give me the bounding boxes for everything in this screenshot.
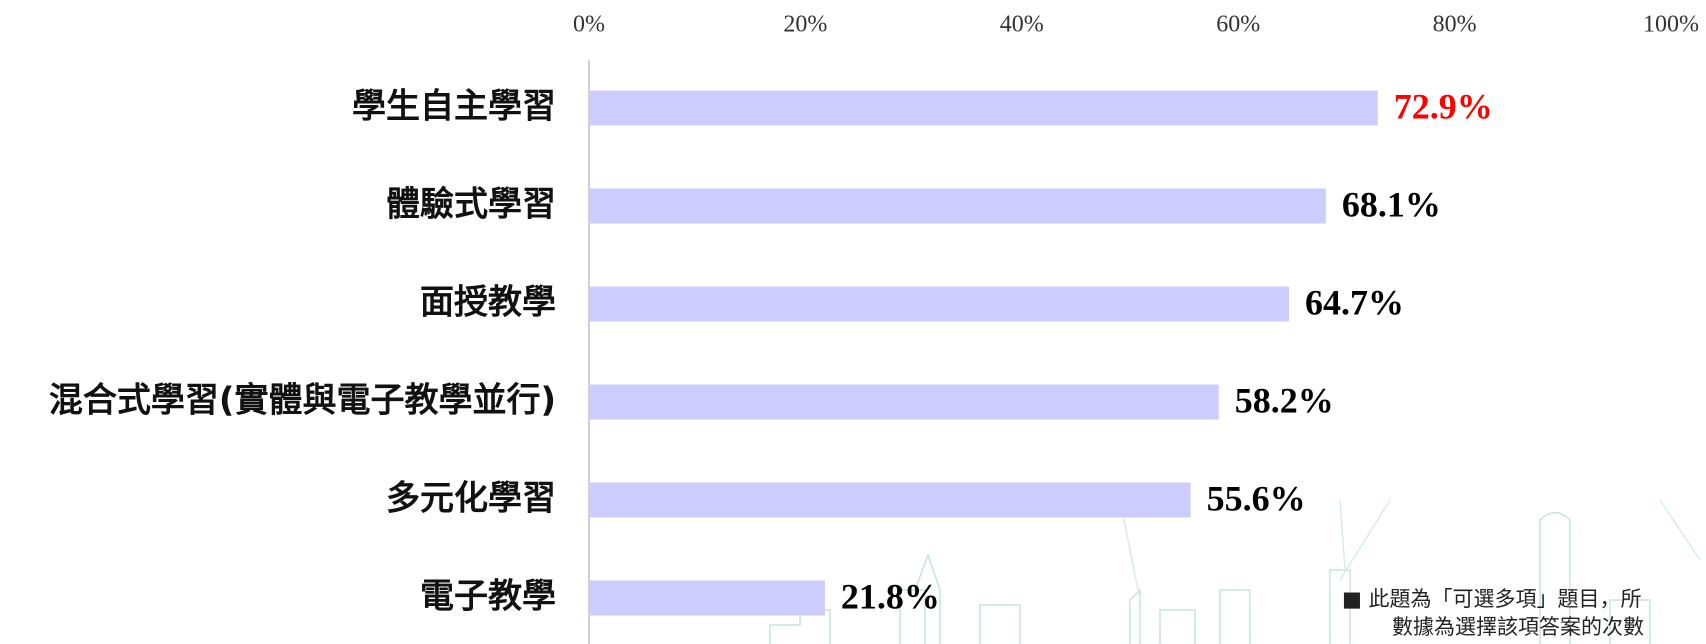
value-label: 68.1% [1342,184,1441,224]
x-tick-label: 40% [1000,12,1044,38]
value-label: 72.9% [1394,86,1493,126]
bar [589,91,1378,126]
x-tick-label: 20% [783,12,827,38]
category-label: 體驗式學習 [386,185,556,225]
bar [589,189,1326,224]
category-label: 多元化學習 [386,479,556,519]
bar [589,581,825,616]
bar [589,287,1289,322]
value-label: 64.7% [1305,282,1404,322]
footnote-line: ■ 此題為「可選多項」題目，所 [1342,587,1642,611]
footnote-line: 數據為選擇該項答案的次數 [1392,615,1644,639]
category-label: 學生自主學習 [352,87,556,127]
x-tick-label: 60% [1216,12,1260,38]
category-label: 電子教學 [420,577,556,617]
x-tick-label: 0% [573,12,605,38]
value-label: 58.2% [1235,380,1334,420]
category-label: 混合式學習(實體與電子教學並行) [49,381,556,421]
chart: ■ 此題為「可選多項」題目，所 數據為選擇該項答案的次數 0% 20% 40% 60%… [0,0,1706,644]
x-tick-label: 80% [1433,12,1477,38]
bar [589,385,1219,420]
value-label: 55.6% [1207,478,1306,518]
value-label: 21.8% [841,576,940,616]
bar [589,483,1191,518]
x-tick-label: 100% [1643,12,1699,38]
category-label: 面授教學 [420,283,556,323]
